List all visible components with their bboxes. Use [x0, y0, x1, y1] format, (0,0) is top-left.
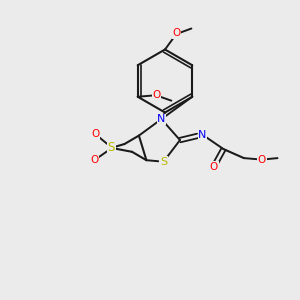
Text: N: N	[198, 130, 207, 140]
Text: S: S	[108, 141, 115, 154]
Text: S: S	[160, 157, 167, 167]
Text: O: O	[91, 155, 99, 165]
Text: O: O	[152, 90, 160, 100]
Text: N: N	[157, 114, 166, 124]
Text: O: O	[172, 28, 181, 38]
Text: O: O	[210, 161, 218, 172]
Text: O: O	[92, 129, 100, 140]
Text: O: O	[258, 154, 266, 165]
